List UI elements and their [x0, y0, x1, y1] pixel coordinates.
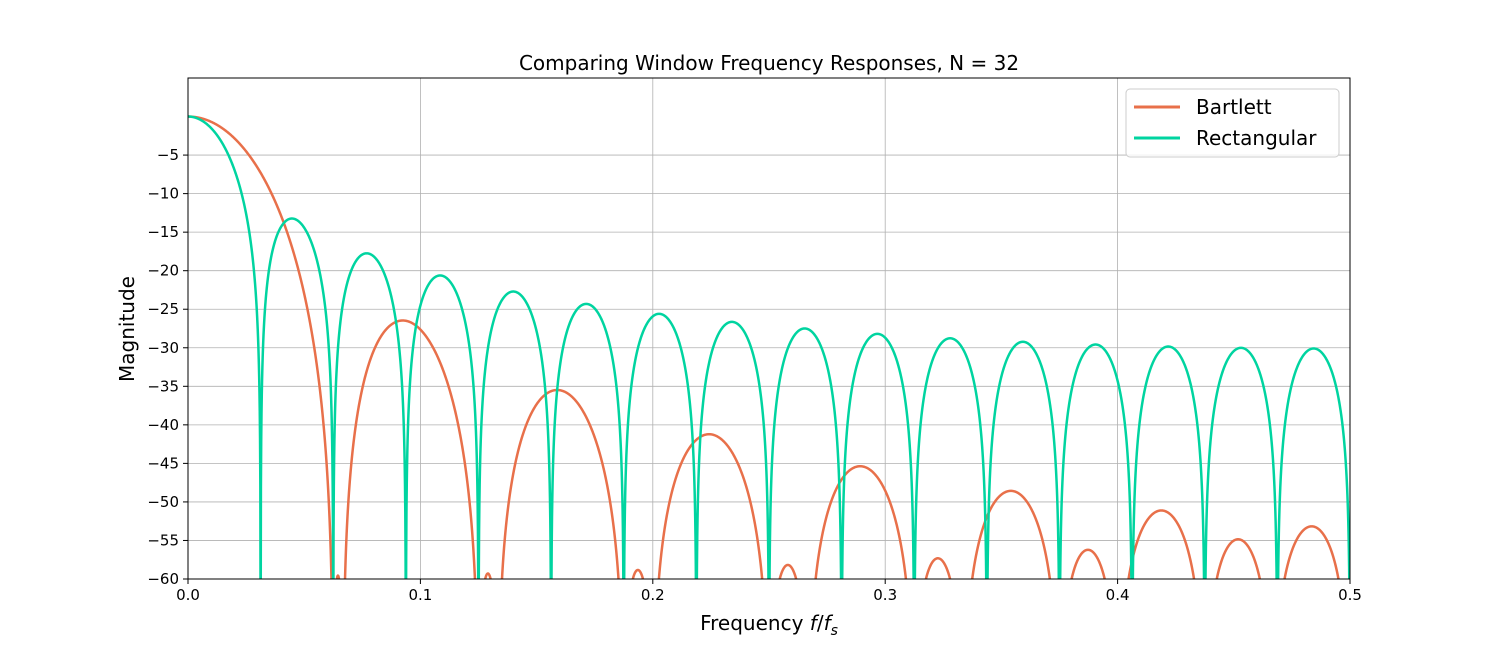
x-tick-label: 0.5: [1338, 586, 1362, 604]
x-label-fs: f: [824, 611, 834, 635]
series-line-rectangular: [188, 115, 1350, 579]
y-tick-label: −25: [147, 300, 179, 318]
y-tick-label: −45: [147, 454, 179, 472]
y-tick-label: −60: [147, 570, 179, 588]
y-tick-label: −55: [147, 531, 179, 549]
legend-label-rectangular: Rectangular: [1196, 126, 1317, 150]
y-tick-label: −10: [147, 185, 179, 203]
y-tick-label: −20: [147, 262, 179, 280]
x-tick-label: 0.2: [641, 586, 665, 604]
y-tick-label: −30: [147, 339, 179, 357]
ticks: 0.0 0.1 0.2 0.3 0.4 0.5 −5 −10 −15 −20 −25 −30 −35 −4…: [147, 146, 1362, 604]
y-tick-label: −40: [147, 416, 179, 434]
y-tick-label: −35: [147, 377, 179, 395]
x-tick-label: 0.3: [873, 586, 897, 604]
legend: Bartlett Rectangular: [1125, 88, 1340, 158]
y-axis-label: Magnitude: [115, 276, 139, 382]
series-line-bartlett: [188, 115, 1340, 579]
y-tick-label: −50: [147, 493, 179, 511]
chart-title: Comparing Window Frequency Responses, N …: [519, 51, 1019, 75]
y-tick-label: −5: [157, 146, 179, 164]
x-label-prefix: Frequency: [700, 611, 810, 635]
legend-label-bartlett: Bartlett: [1196, 95, 1272, 119]
x-tick-label: 0.0: [176, 586, 200, 604]
x-label-slash: /: [817, 611, 824, 635]
axes-frame: [187, 77, 1351, 580]
x-tick-label: 0.1: [408, 586, 432, 604]
plot-area: [188, 78, 1350, 579]
y-tick-label: −15: [147, 223, 179, 241]
x-label-sub: s: [831, 623, 838, 639]
x-label-f: f: [810, 611, 820, 635]
x-tick-label: 0.4: [1106, 586, 1130, 604]
series-group: [188, 115, 1350, 579]
x-axis-label: Frequency f/fs: [700, 611, 838, 639]
grid: [187, 78, 1351, 580]
